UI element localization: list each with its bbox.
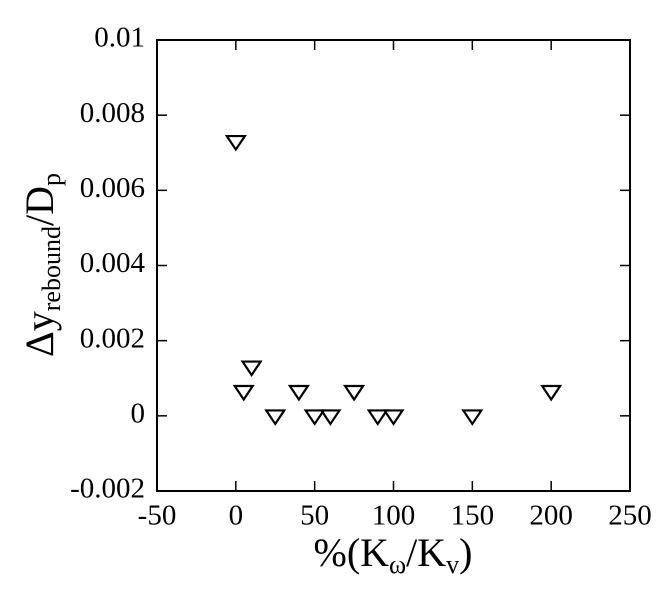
- data-point: [461, 409, 484, 426]
- y-tick-label: 0.008: [80, 97, 145, 129]
- axis-label-part: Δy: [17, 311, 62, 357]
- x-tick-label: 250: [608, 500, 652, 532]
- data-point: [343, 384, 366, 402]
- x-tick-label: 0: [229, 500, 244, 532]
- x-tick-label: 150: [451, 500, 495, 532]
- data-point: [287, 384, 310, 402]
- y-tick-label: 0.006: [80, 172, 145, 204]
- y-tick-label: 0.002: [80, 322, 145, 354]
- x-tick-label: 100: [372, 500, 416, 532]
- x-tick-label: -50: [138, 500, 177, 532]
- axis-label-part: v: [446, 550, 459, 579]
- axis-label-part: %(K: [314, 530, 390, 575]
- axis-label-part: /D: [17, 186, 62, 226]
- y-tick-label: 0.01: [94, 22, 145, 54]
- data-point: [382, 409, 405, 426]
- axis-label-part: /K: [406, 530, 446, 575]
- y-axis-label: Δyrebound/Dp: [17, 173, 66, 357]
- axis-label-part: ω: [389, 550, 406, 579]
- data-point: [240, 360, 263, 378]
- axis-label-part: rebound: [37, 226, 66, 311]
- data-point: [319, 409, 342, 426]
- data-point: [303, 409, 326, 426]
- data-point: [540, 384, 563, 402]
- data-point: [224, 134, 247, 152]
- axis-label-part: ): [459, 530, 472, 575]
- x-tick-label: 50: [300, 500, 329, 532]
- axis-label-part: p: [37, 173, 66, 186]
- y-tick-label: 0: [131, 397, 146, 429]
- y-tick-label: -0.002: [70, 473, 145, 505]
- x-tick-label: 200: [529, 500, 573, 532]
- data-point: [264, 409, 287, 426]
- y-tick-label: 0.004: [80, 247, 146, 279]
- data-point: [232, 384, 255, 402]
- x-axis-label: %(Kω/Kv): [314, 530, 473, 579]
- data-point: [366, 409, 389, 426]
